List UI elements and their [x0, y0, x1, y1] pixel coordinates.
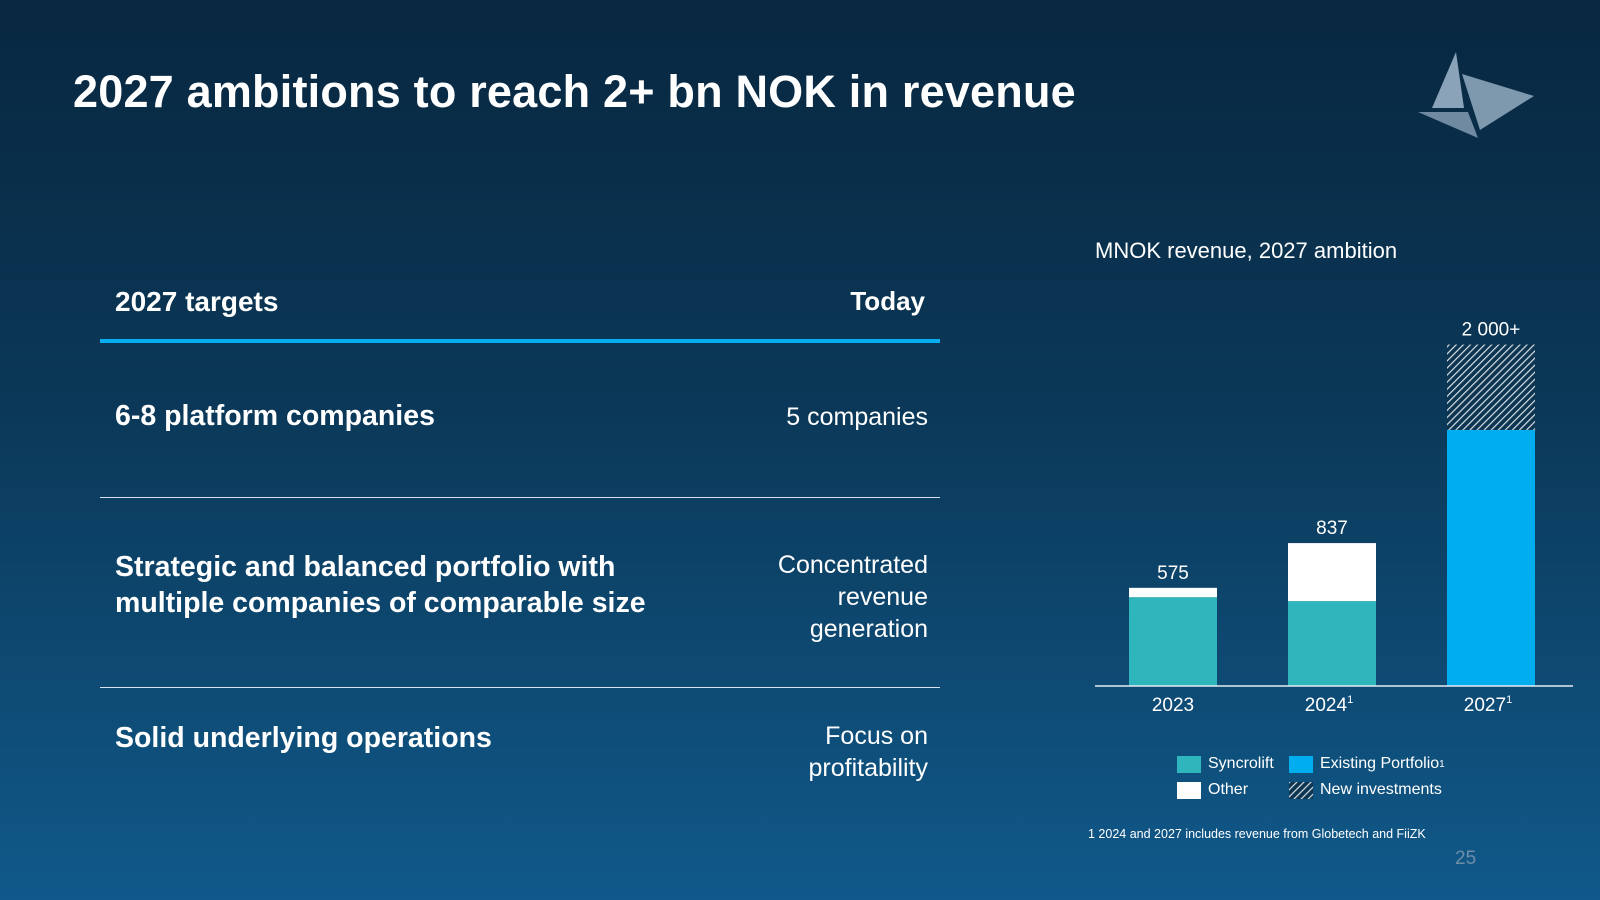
bar-total-label: 575: [1157, 563, 1189, 584]
x-tick-superscript: 1: [1347, 694, 1353, 706]
chart-legend: Syncrolift Existing Portfolio 1 Other New…: [1177, 755, 1497, 811]
legend-label: New investments: [1320, 781, 1442, 798]
x-tick-superscript: 1: [1506, 694, 1512, 706]
target-row-3-label: Solid underlying operations: [115, 722, 492, 754]
targets-table: 2027 targets Today 6-8 platform companie…: [100, 270, 940, 820]
legend-item-other: Other: [1177, 781, 1248, 799]
legend-swatch-existing-portfolio: [1289, 755, 1313, 773]
x-tick-label: 20241: [1305, 694, 1353, 716]
legend-swatch-other: [1177, 781, 1201, 799]
today-header: Today: [850, 286, 925, 316]
target-row-3-value: Focus on profitability: [808, 722, 929, 782]
bar-total-label: 837: [1316, 518, 1348, 539]
bar-other-2023: [1129, 587, 1217, 598]
target-row-2-label: Strategic and balanced portfolio with mu…: [115, 551, 646, 619]
row-divider: [100, 687, 940, 688]
slide-title: 2027 ambitions to reach 2+ bn NOK in rev…: [73, 66, 1076, 117]
legend-item-syncrolift: Syncrolift: [1177, 755, 1274, 773]
legend-swatch-syncrolift: [1177, 755, 1201, 773]
bar-syncrolift-2024: [1288, 601, 1376, 686]
row-divider: [100, 497, 940, 498]
legend-item-existing-portfolio: Existing Portfolio 1: [1289, 755, 1445, 773]
company-logo-icon: [1418, 52, 1534, 138]
legend-item-new-investments: New investments: [1289, 781, 1442, 799]
target-row-1-value: 5 companies: [786, 403, 928, 431]
footnote: 1 2024 and 2027 includes revenue from Gl…: [1088, 827, 1426, 841]
x-tick-label: 2023: [1152, 695, 1194, 716]
target-row-2-value: Concentrated revenue generation: [777, 551, 928, 643]
legend-label: Existing Portfolio: [1320, 755, 1440, 772]
x-tick-label: 20271: [1464, 694, 1512, 716]
revenue-bar-chart: 575 2023 837 20241 2 000+ 20271: [1095, 320, 1573, 716]
legend-superscript: 1: [1439, 758, 1445, 770]
page-number: 25: [1455, 848, 1477, 869]
header-divider: [100, 339, 940, 343]
bar-existing-portfolio-2027: [1447, 429, 1535, 686]
legend-swatch-new-investments: [1289, 781, 1313, 799]
bar-other-2024: [1288, 543, 1376, 602]
legend-label: Other: [1208, 781, 1249, 798]
bar-new-investments-2027: [1447, 344, 1535, 430]
chart-title: MNOK revenue, 2027 ambition: [1095, 238, 1398, 263]
targets-header: 2027 targets: [115, 286, 279, 317]
bar-total-label: 2 000+: [1462, 320, 1521, 341]
bar-syncrolift-2023: [1129, 597, 1217, 686]
legend-label: Syncrolift: [1208, 755, 1274, 772]
target-row-1-label: 6-8 platform companies: [115, 400, 435, 432]
